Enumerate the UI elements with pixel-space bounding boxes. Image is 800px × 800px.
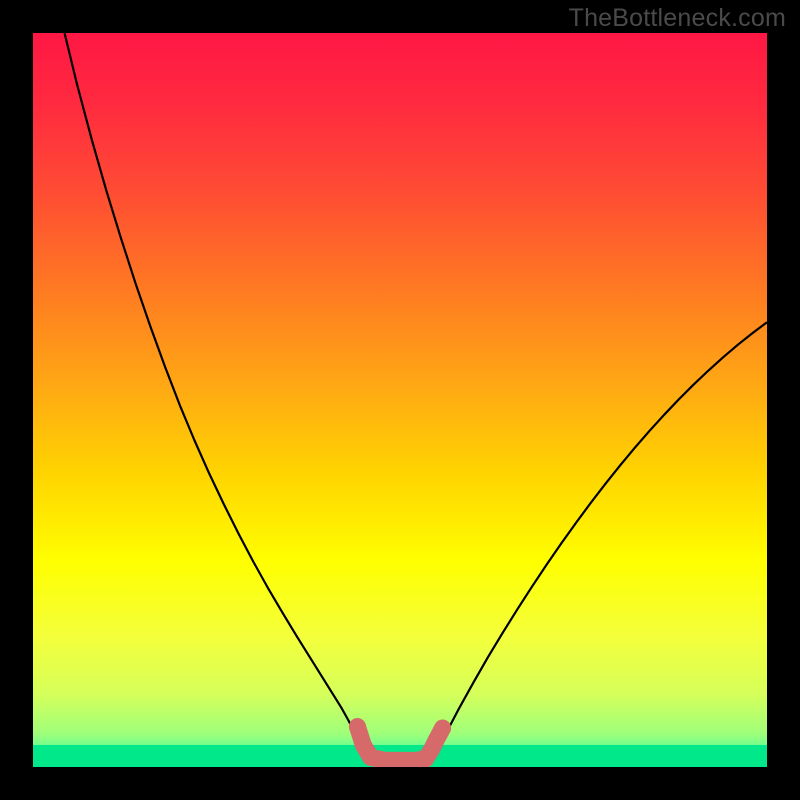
highlight-end-dot	[349, 718, 366, 735]
chart-frame: TheBottleneck.com	[0, 0, 800, 800]
gradient-background	[33, 33, 767, 767]
chart-svg	[33, 33, 767, 767]
plot-area	[33, 33, 767, 767]
highlight-end-dot	[434, 720, 451, 737]
watermark-text: TheBottleneck.com	[569, 4, 786, 33]
